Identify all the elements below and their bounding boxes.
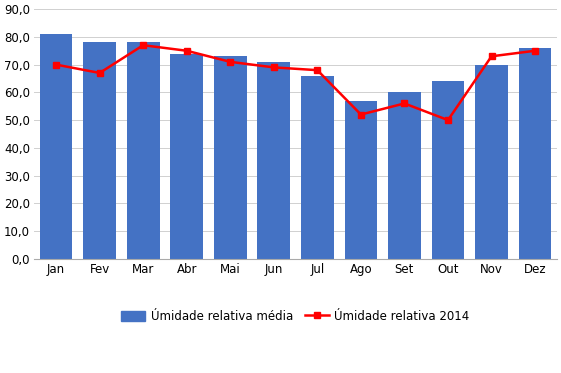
Bar — [344, 101, 377, 259]
Bar — [301, 76, 334, 259]
Bar — [431, 81, 465, 259]
Bar — [127, 43, 159, 259]
Bar — [40, 34, 72, 259]
Bar — [171, 54, 203, 259]
Bar — [475, 65, 508, 259]
Bar — [519, 48, 551, 259]
Bar — [214, 56, 247, 259]
Bar — [257, 62, 290, 259]
Bar — [84, 43, 116, 259]
Bar — [388, 93, 421, 259]
Legend: Úmidade relativa média, Úmidade relativa 2014: Úmidade relativa média, Úmidade relativa… — [117, 305, 475, 328]
